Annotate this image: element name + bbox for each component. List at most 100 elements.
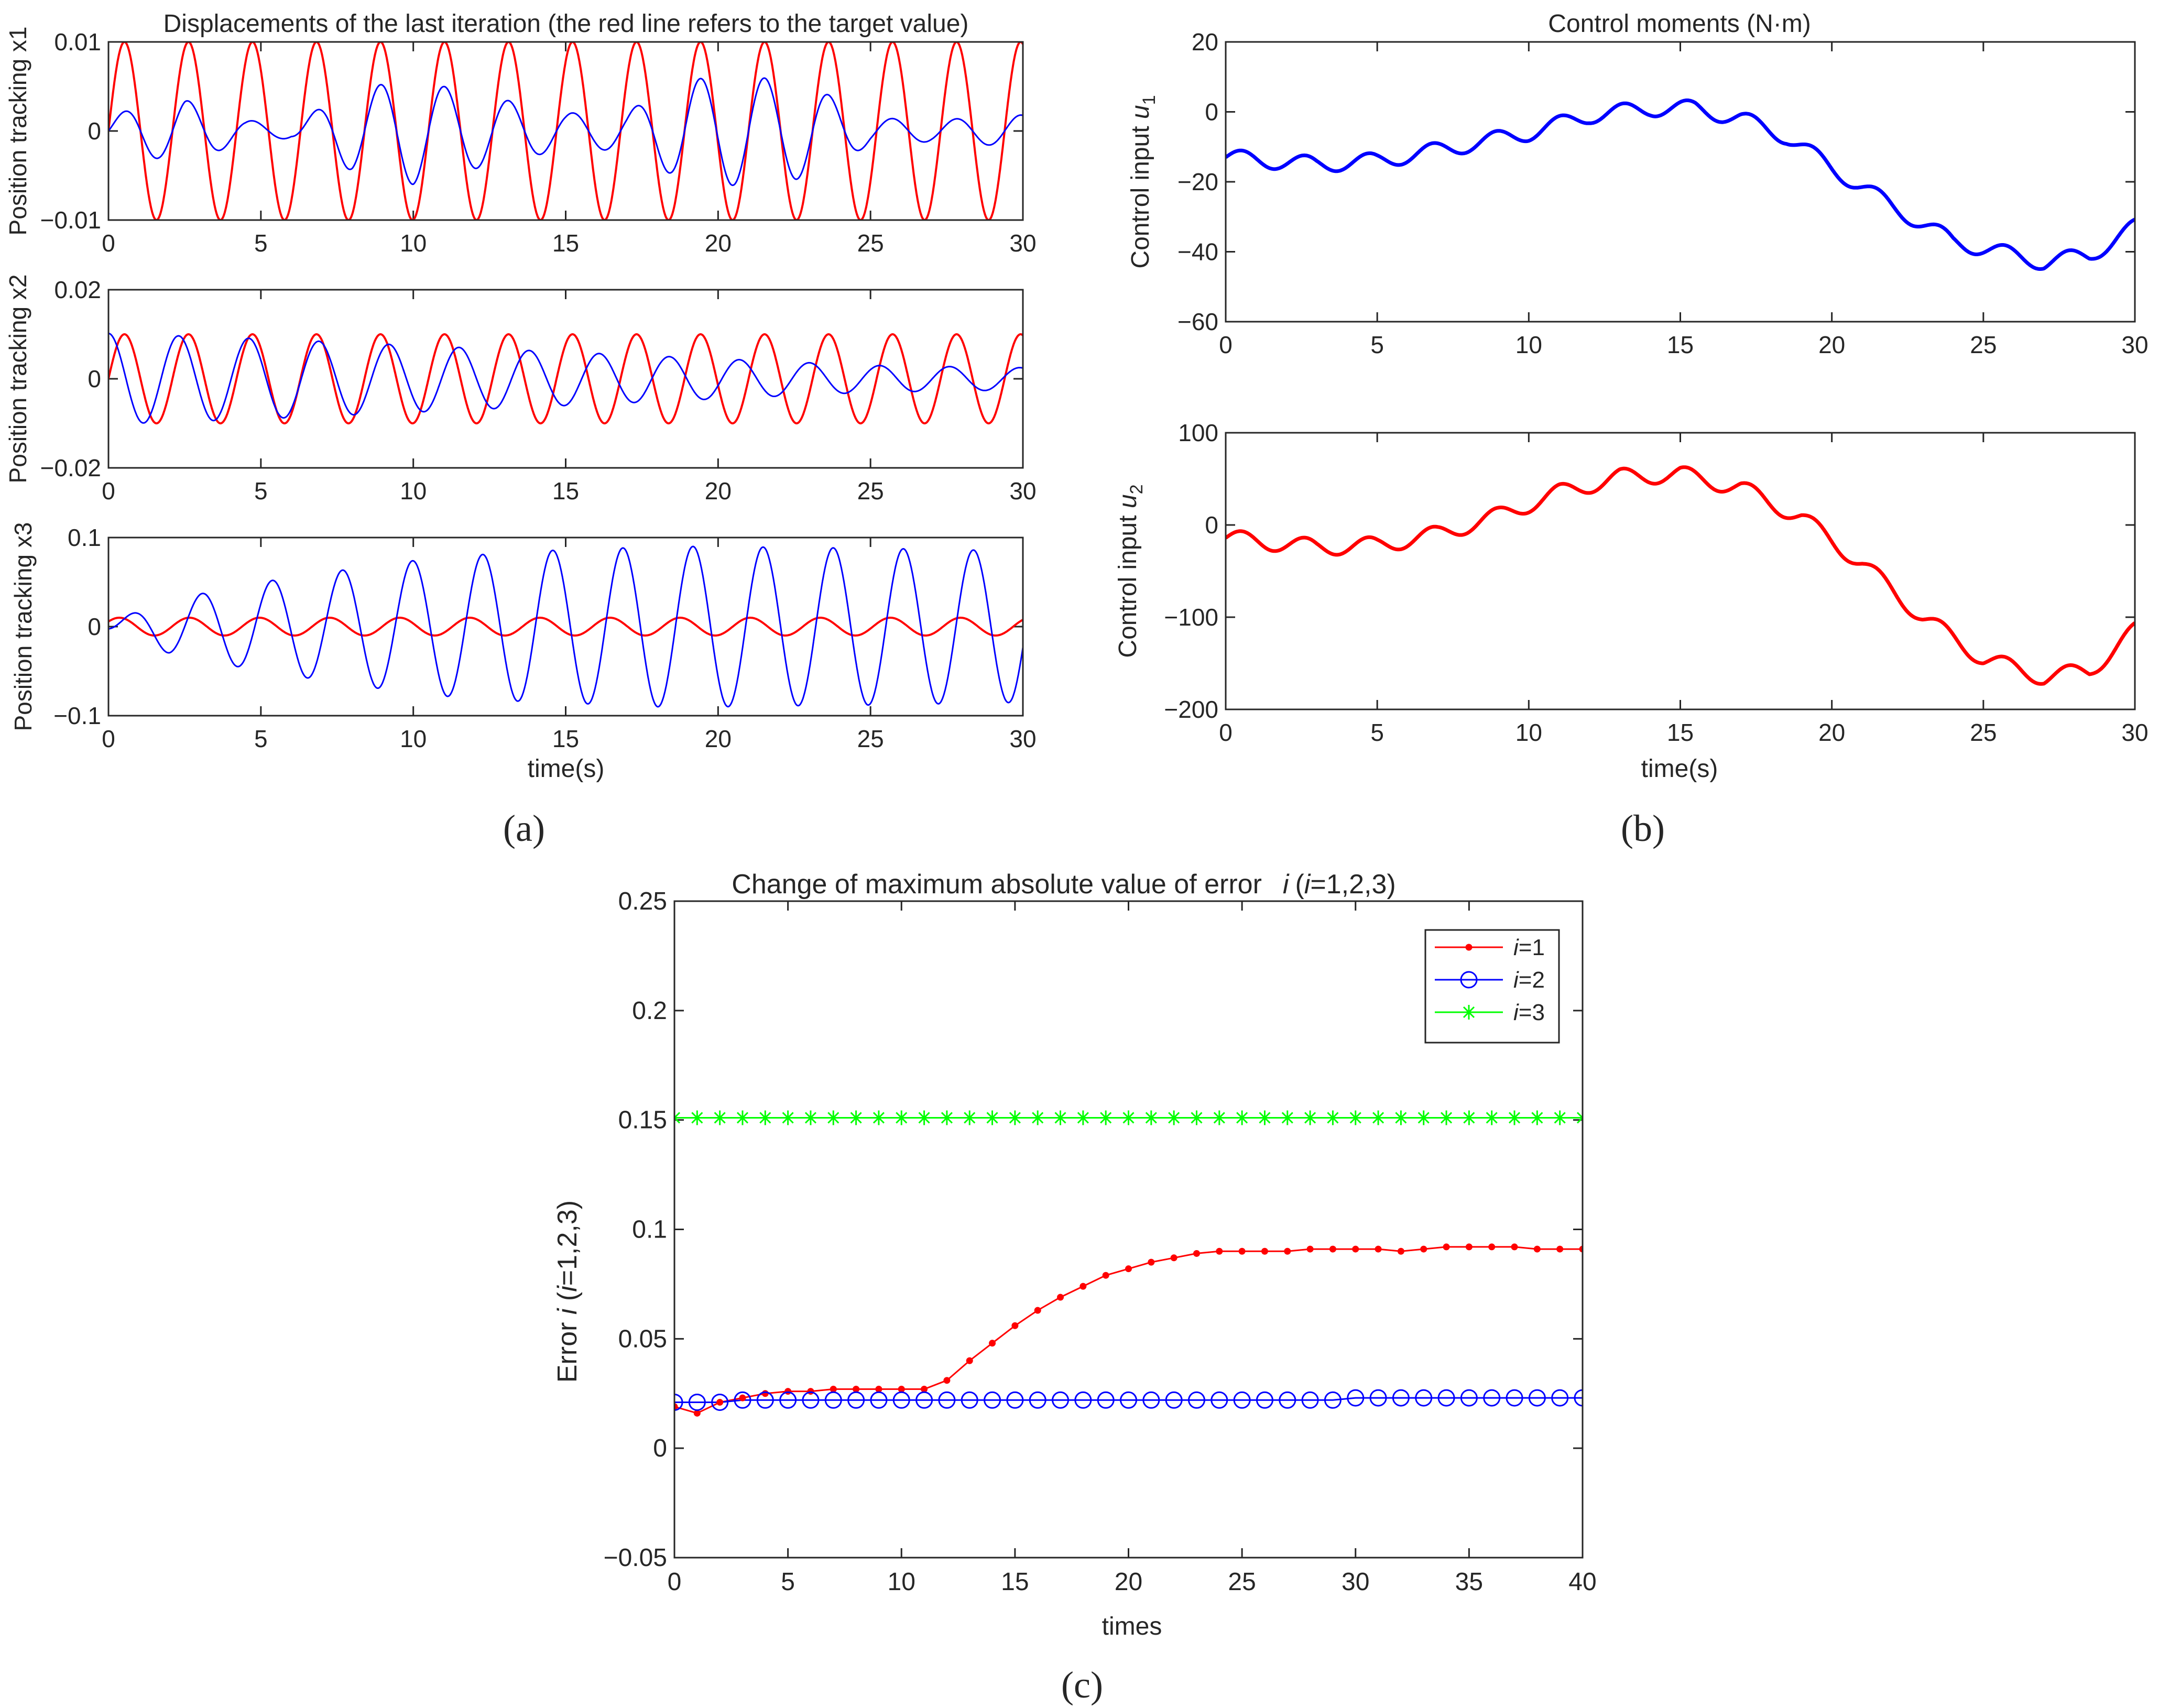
y-tick-label: 0.1 <box>68 524 101 551</box>
y-axis-label: Control input u2 <box>1114 484 1147 658</box>
legend-marker <box>1465 944 1473 951</box>
data-point-i=3 <box>1393 1110 1409 1125</box>
x-tick-label: 5 <box>1370 719 1384 746</box>
x-tick-label: 25 <box>857 725 884 752</box>
data-point-i=3 <box>1143 1110 1159 1125</box>
data-point-i=3 <box>1257 1110 1272 1125</box>
series-line-u1 <box>1226 98 2135 271</box>
data-point-i=3 <box>871 1110 886 1125</box>
axis-frame <box>1225 41 2136 323</box>
data-point-i=1 <box>1034 1307 1041 1314</box>
x-tick-label: 15 <box>552 725 579 752</box>
series-line-actual <box>108 545 1023 708</box>
data-point-i=3 <box>1212 1110 1227 1125</box>
legend-label: i=3 <box>1513 1000 1545 1025</box>
data-point-i=2 <box>1347 1389 1365 1407</box>
data-point-i=1 <box>853 1385 860 1393</box>
data-point-i=1 <box>1102 1272 1109 1279</box>
data-point-i=3 <box>1507 1110 1522 1125</box>
data-point-i=3 <box>1530 1110 1545 1125</box>
plot-area <box>1226 42 2135 322</box>
data-point-i=1 <box>1125 1265 1132 1273</box>
axis-frame <box>107 537 1024 717</box>
data-point-i=1 <box>1057 1294 1064 1301</box>
data-point-i=3 <box>1075 1110 1091 1125</box>
data-point-i=1 <box>875 1385 882 1393</box>
data-point-i=3 <box>803 1110 818 1125</box>
chart-b1: 0 5 10 15 20 25 30 −60 −40 −20 0 20 Control input u1 <box>1127 28 2149 358</box>
x-tick-label: 15 <box>1667 331 1694 358</box>
data-point-i=3 <box>1007 1110 1022 1125</box>
data-point-i=1 <box>830 1385 837 1393</box>
chart-title-c-text: Change of maximum absolute value of erro… <box>732 869 1262 900</box>
y-tick-label: 0.15 <box>618 1107 667 1134</box>
series-group <box>108 545 1023 708</box>
data-point-i=3 <box>1235 1110 1250 1125</box>
data-point-i=1 <box>1375 1245 1382 1253</box>
x-tick-label: 15 <box>552 229 579 257</box>
series-line-u2 <box>1226 465 2135 686</box>
data-point-i=1 <box>1352 1245 1359 1253</box>
data-point-i=3 <box>1189 1110 1204 1125</box>
x-axis-label-a: time(s) <box>528 755 605 783</box>
data-point-i=1 <box>898 1385 905 1393</box>
data-point-i=3 <box>1416 1110 1431 1125</box>
x-tick-label: 10 <box>400 477 427 505</box>
x-tick-label: 30 <box>1009 229 1036 257</box>
data-point-i=2 <box>1097 1391 1115 1409</box>
x-tick-label: 0 <box>1219 719 1233 746</box>
series-group <box>1226 465 2135 686</box>
data-point-i=3 <box>1552 1110 1567 1125</box>
x-tick-label: 5 <box>254 725 268 752</box>
data-point-i=2 <box>674 1393 683 1411</box>
data-point-i=1 <box>1556 1245 1564 1253</box>
x-tick-label: 35 <box>1455 1568 1483 1596</box>
data-point-i=1 <box>989 1340 996 1347</box>
data-point-i=3 <box>962 1110 977 1125</box>
data-point-i=3 <box>690 1110 705 1125</box>
data-point-i=1 <box>1080 1283 1087 1290</box>
x-tick-label: 10 <box>1515 719 1542 746</box>
data-point-i=3 <box>735 1110 750 1125</box>
x-tick-label: 20 <box>1115 1568 1142 1596</box>
series-group <box>674 1110 1583 1417</box>
y-tick-label: 20 <box>1192 28 1218 56</box>
y-tick-label: 100 <box>1178 419 1218 446</box>
data-point-i=3 <box>848 1110 864 1125</box>
data-point-i=1 <box>1420 1245 1427 1253</box>
data-point-i=1 <box>1397 1247 1404 1255</box>
data-point-i=2 <box>1006 1391 1024 1409</box>
x-tick-label: 20 <box>1818 331 1845 358</box>
data-point-i=2 <box>1551 1389 1569 1407</box>
y-axis-label-c: Error i (i=1,2,3) <box>552 1200 583 1383</box>
data-point-i=1 <box>807 1388 814 1395</box>
data-point-i=2 <box>1437 1389 1455 1407</box>
x-tick-label: 5 <box>254 229 268 257</box>
data-point-i=2 <box>688 1393 706 1411</box>
panel-c: Change of maximum absolute value of erro… <box>552 869 1597 1706</box>
plot-area <box>108 290 1023 468</box>
x-tick-label: 30 <box>1009 725 1036 752</box>
axis-frame <box>673 900 1584 1559</box>
data-point-i=2 <box>961 1391 978 1409</box>
data-point-i=3 <box>917 1110 932 1125</box>
data-point-i=2 <box>938 1391 956 1409</box>
data-point-i=1 <box>693 1409 701 1417</box>
y-tick-label: −0.1 <box>53 702 101 729</box>
legend-label: i=1 <box>1513 935 1545 960</box>
x-tick-label: 10 <box>400 725 427 752</box>
x-tick-label: 10 <box>888 1568 915 1596</box>
axis-frame <box>1225 432 2136 710</box>
legend-entries: i=1 i=2 i=3 <box>1435 935 1545 1025</box>
data-point-i=2 <box>1029 1391 1046 1409</box>
data-point-i=2 <box>734 1391 751 1409</box>
y-tick-label: −20 <box>1177 168 1218 195</box>
x-tick-label: 10 <box>400 229 427 257</box>
data-point-i=3 <box>1280 1110 1295 1125</box>
data-point-i=1 <box>1443 1243 1450 1251</box>
x-tick-label: 25 <box>1970 331 1997 358</box>
y-tick-label: −40 <box>1177 238 1218 266</box>
data-point-i=2 <box>1142 1391 1160 1409</box>
x-tick-label: 0 <box>102 477 115 505</box>
